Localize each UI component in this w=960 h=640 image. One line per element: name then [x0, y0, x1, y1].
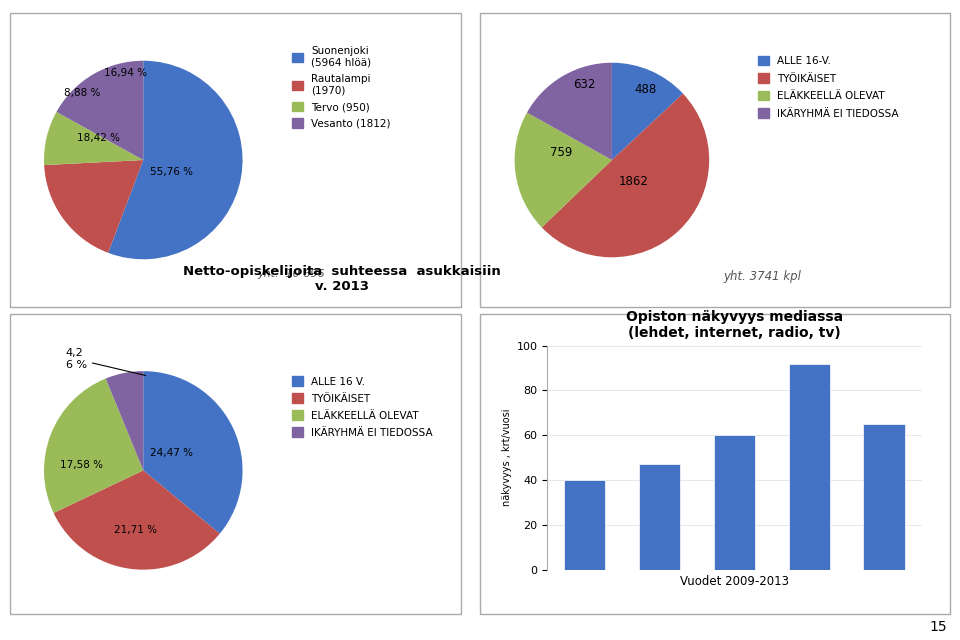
- Wedge shape: [612, 63, 683, 160]
- Text: 15: 15: [930, 620, 948, 634]
- Legend: ALLE 16-V., TYÖIKÄISET, ELÄKKEELLÄ OLEVAT, IKÄRYHMÄ EI TIEDOSSA: ALLE 16-V., TYÖIKÄISET, ELÄKKEELLÄ OLEVA…: [758, 56, 899, 118]
- Wedge shape: [44, 378, 143, 513]
- Text: 4,2
6 %: 4,2 6 %: [66, 348, 146, 376]
- Y-axis label: näkyvyys , krt/vuosi: näkyvyys , krt/vuosi: [502, 409, 513, 506]
- Text: 16,94 %: 16,94 %: [104, 68, 147, 77]
- Text: 488: 488: [635, 83, 657, 97]
- Bar: [564, 480, 606, 570]
- Text: 632: 632: [573, 77, 596, 91]
- Wedge shape: [108, 61, 243, 259]
- Text: 24,47 %: 24,47 %: [150, 447, 193, 458]
- Wedge shape: [527, 63, 612, 160]
- Text: 8,88 %: 8,88 %: [63, 88, 100, 97]
- Text: yht.  10 696: yht. 10 696: [257, 269, 325, 279]
- Wedge shape: [44, 160, 143, 253]
- Title: Netto-opiskelijoita  suhteessa  asukkaisiin
v. 2013: Netto-opiskelijoita suhteessa asukkaisii…: [183, 265, 501, 292]
- Wedge shape: [143, 371, 243, 534]
- Bar: [863, 424, 904, 570]
- Text: 1862: 1862: [618, 175, 648, 188]
- Text: 17,58 %: 17,58 %: [60, 460, 104, 470]
- Title: Kurssilaiset kunnittain 2013: Kurssilaiset kunnittain 2013: [225, 0, 459, 2]
- Wedge shape: [515, 113, 612, 227]
- Bar: [639, 465, 681, 570]
- Text: 759: 759: [550, 146, 572, 159]
- X-axis label: Vuodet 2009-2013: Vuodet 2009-2013: [680, 575, 789, 588]
- Text: yht. 3741 kpl: yht. 3741 kpl: [724, 270, 802, 284]
- Bar: [714, 435, 755, 570]
- Wedge shape: [106, 371, 143, 470]
- Title: Opiston näkyvyys mediassa
(lehdet, internet, radio, tv): Opiston näkyvyys mediassa (lehdet, inter…: [626, 310, 843, 340]
- Wedge shape: [54, 470, 220, 570]
- Text: 55,76 %: 55,76 %: [150, 167, 193, 177]
- Wedge shape: [44, 112, 143, 165]
- Legend: Suonenjoki
(5964 hlöä), Rautalampi
(1970), Tervo (950), Vesanto (1812): Suonenjoki (5964 hlöä), Rautalampi (1970…: [293, 46, 391, 129]
- Text: 21,71 %: 21,71 %: [114, 525, 156, 535]
- Bar: [788, 364, 829, 570]
- Text: 18,42 %: 18,42 %: [77, 133, 120, 143]
- Wedge shape: [57, 61, 143, 160]
- Legend: ALLE 16 V., TYÖIKÄISET, ELÄKKEELLÄ OLEVAT, IKÄRYHMÄ EI TIEDOSSA: ALLE 16 V., TYÖIKÄISET, ELÄKKEELLÄ OLEVA…: [293, 376, 433, 438]
- Wedge shape: [541, 93, 709, 257]
